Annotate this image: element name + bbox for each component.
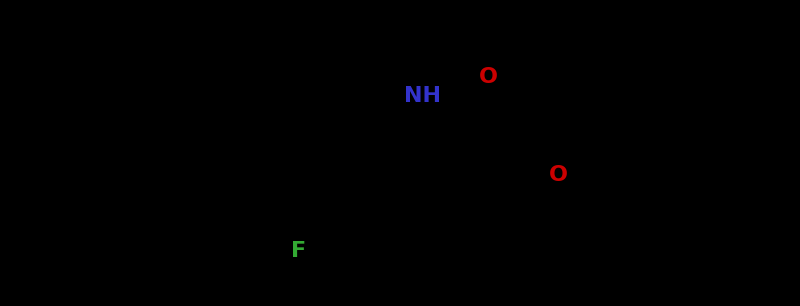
Text: O: O [549,165,568,185]
Text: NH: NH [405,86,442,106]
Text: F: F [290,241,306,261]
Text: O: O [479,67,498,87]
